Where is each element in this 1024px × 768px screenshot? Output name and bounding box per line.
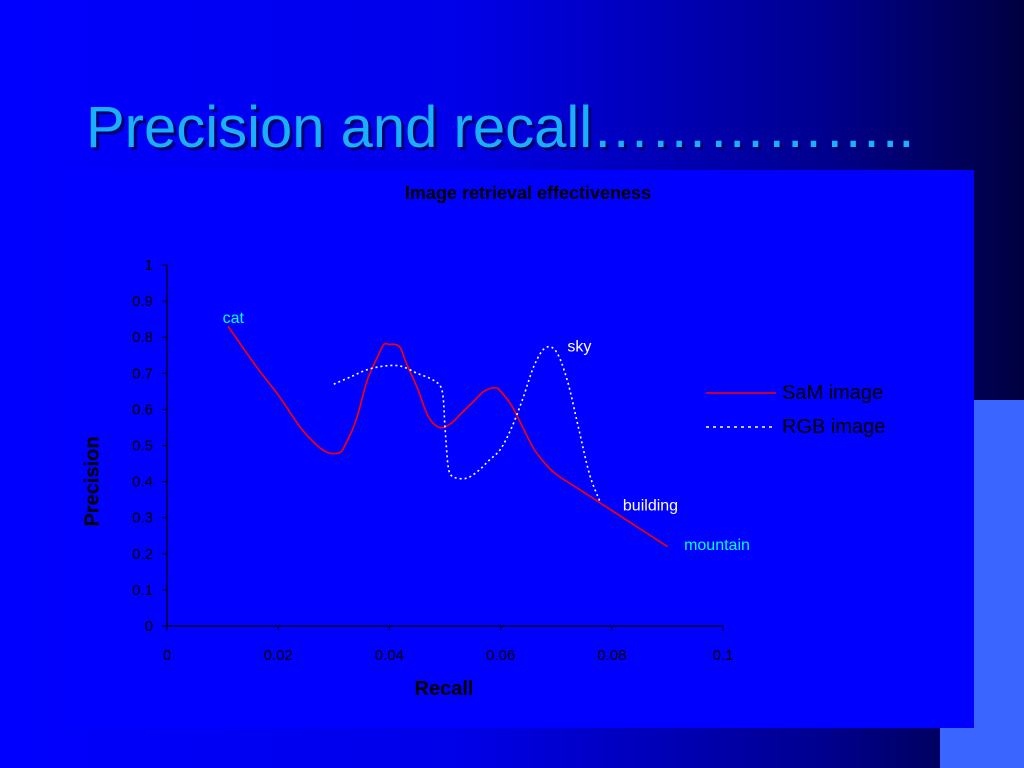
- legend-swatch-rgb: [706, 426, 776, 428]
- y-tick-label: 0.7: [132, 365, 153, 382]
- x-tick-label: 0.1: [713, 647, 734, 664]
- annotation-building: building: [623, 497, 678, 514]
- annotation-cat: cat: [223, 310, 245, 327]
- chart-panel: 0 0.1 0.2 0.3 0.4 0.5 0.6 0.7 0.8 0.9 1 0 0.02 0.04 0.…: [64, 170, 974, 728]
- annotation-sky: sky: [567, 339, 591, 356]
- series-line-rgb: [333, 345, 602, 504]
- x-tick-label: 0.08: [597, 647, 626, 664]
- x-tick-label: 0.06: [486, 647, 515, 664]
- y-tick-label: 0.1: [132, 582, 153, 599]
- x-tick-label: 0.04: [375, 647, 404, 664]
- y-axis-label: Precision: [81, 436, 104, 527]
- x-axis-label: Recall: [414, 678, 474, 700]
- slide-title: Precision and recall……………..: [86, 95, 915, 160]
- y-tick-label: 0.6: [132, 401, 153, 418]
- y-tick-label: 0.3: [132, 510, 153, 527]
- y-tick-label: 0.5: [132, 438, 153, 455]
- y-tick-label: 0: [145, 618, 153, 635]
- chart-title: Image retrieval effectiveness: [404, 183, 652, 203]
- x-tick-label: 0.02: [264, 647, 293, 664]
- y-tick-label: 0.4: [132, 474, 153, 491]
- legend-item-sam: SaM image: [706, 376, 885, 410]
- y-tick-label: 0.9: [132, 293, 153, 310]
- legend-item-rgb: RGB image: [706, 410, 885, 444]
- chart-plot-area: 0 0.1 0.2 0.3 0.4 0.5 0.6 0.7 0.8 0.9 1 0 0.02 0.04 0.…: [132, 257, 750, 664]
- annotation-mountain: mountain: [684, 537, 750, 554]
- y-tick-label: 0.8: [132, 329, 153, 346]
- legend-swatch-sam: [706, 392, 776, 394]
- legend-label-sam: SaM image: [782, 381, 884, 404]
- x-tick-label: 0: [163, 647, 171, 664]
- y-tick-label: 0.2: [132, 546, 153, 563]
- legend: SaM image RGB image: [706, 376, 885, 444]
- y-tick-label: 1: [145, 257, 153, 274]
- legend-label-rgb: RGB image: [782, 415, 886, 438]
- series-line-sam: [227, 325, 668, 548]
